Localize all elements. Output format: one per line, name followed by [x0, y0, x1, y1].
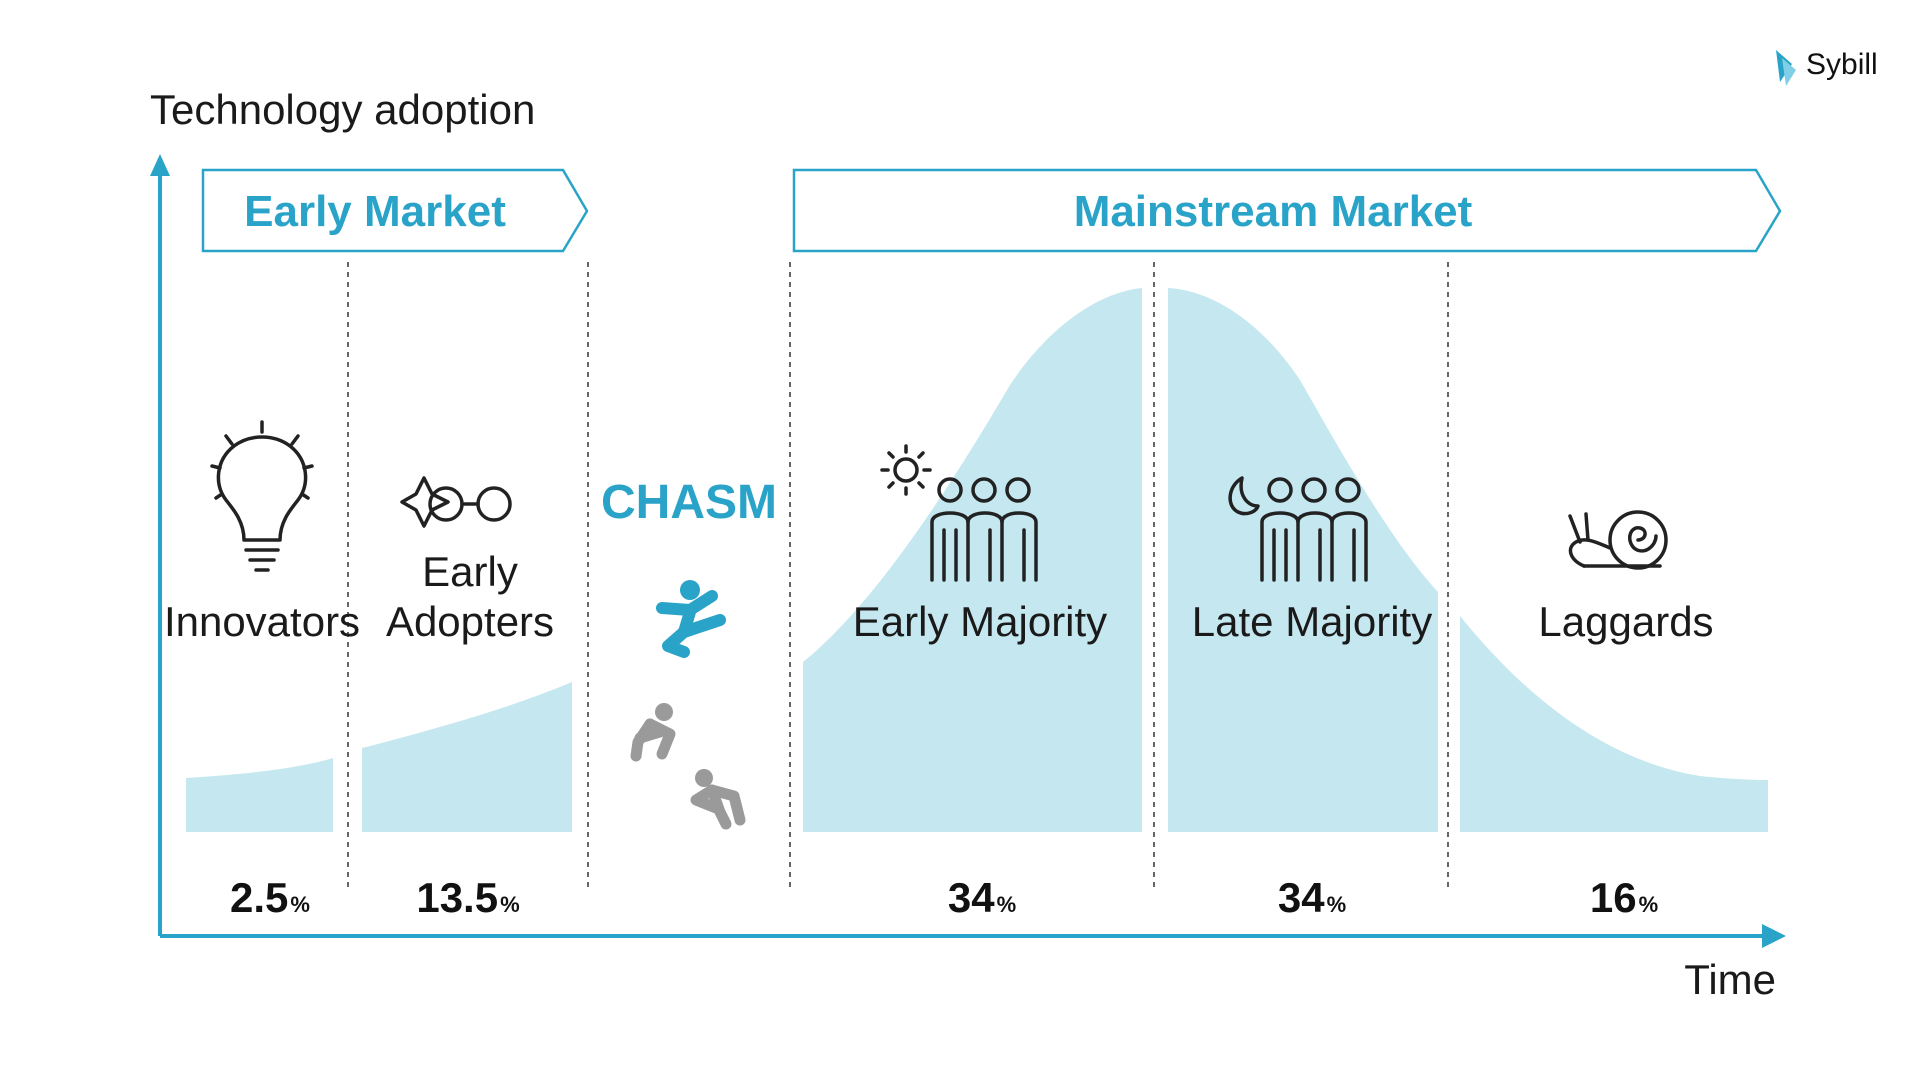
curve-segment-late-majority [1168, 288, 1438, 832]
early-market-label: Early Market [244, 187, 506, 236]
percent-early-adopters: 13.5% [416, 874, 519, 921]
brand-name: Sybill [1806, 48, 1878, 81]
leaping-figure-icon [656, 580, 726, 658]
adoption-curve [186, 288, 1768, 832]
people-moon-icon [1228, 476, 1368, 582]
curve-segment-early-majority [803, 288, 1142, 832]
y-axis-arrow-icon [150, 154, 170, 176]
x-axis-title: Time [1684, 956, 1776, 1003]
segment-label-laggards: Laggards [1538, 598, 1713, 645]
segment-label-early-adopters-line2: Adopters [386, 598, 554, 645]
chasm-label: CHASM [601, 476, 777, 529]
early-market-banner: Early Market [201, 168, 589, 253]
lightbulb-icon [210, 420, 314, 572]
tumbling-figure-icon [690, 769, 746, 830]
x-axis-arrow-icon [1762, 924, 1786, 948]
percent-laggards: 16% [1590, 874, 1658, 921]
percent-innovators: 2.5% [230, 874, 310, 921]
percent-late-majority: 34% [1278, 874, 1346, 921]
axes [150, 154, 1786, 948]
snail-icon [1568, 510, 1668, 570]
segment-label-late-majority: Late Majority [1192, 598, 1432, 645]
percent-early-majority: 34% [948, 874, 1016, 921]
mainstream-market-label: Mainstream Market [1074, 187, 1473, 236]
mainstream-market-banner: Mainstream Market [792, 168, 1782, 253]
falling-figure-icon [630, 703, 676, 762]
y-axis-title: Technology adoption [150, 86, 535, 133]
segment-label-early-majority: Early Majority [853, 598, 1107, 645]
people-sun-icon [880, 444, 1038, 582]
curve-segment-innovators [186, 758, 333, 832]
curve-segment-laggards [1460, 616, 1768, 832]
segment-label-innovators: Innovators [164, 598, 360, 645]
curve-segment-early-adopters [362, 682, 572, 832]
brand: Sybill [1776, 48, 1878, 86]
segment-dividers [347, 262, 1449, 892]
sparkle-glasses-icon [400, 476, 512, 528]
sybill-logo-icon [1776, 50, 1796, 86]
chasm: CHASM [601, 476, 777, 830]
segment-label-early-adopters-line1: Early [422, 548, 518, 595]
